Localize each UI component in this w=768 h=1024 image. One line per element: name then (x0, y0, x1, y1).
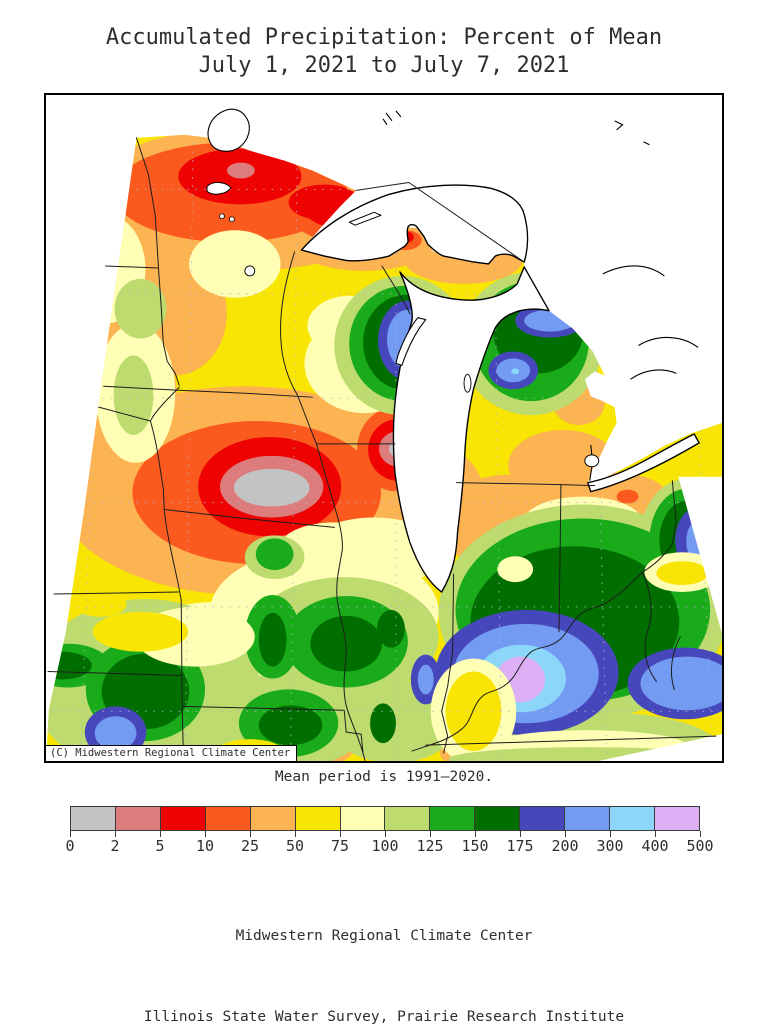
colorbar-tick-label: 2 (110, 837, 120, 855)
colorbar-tick (205, 831, 206, 837)
colorbar-segment-175-200 (520, 807, 566, 830)
colorbar-tick (295, 831, 296, 837)
colorbar-tick (70, 831, 71, 837)
colorbar-segment-0-2 (71, 807, 116, 830)
footer-line-1: Midwestern Regional Climate Center (235, 928, 533, 944)
colorbar-tick (340, 831, 341, 837)
colorbar-cells (70, 806, 700, 831)
colorbar-tick (115, 831, 116, 837)
colorbar-tick-label: 300 (596, 837, 624, 855)
title-line-2: July 1, 2021 to July 7, 2021 (198, 53, 570, 78)
mean-period-caption: Mean period is 1991–2020. (274, 769, 494, 785)
small-lake-2 (229, 216, 235, 223)
title-line-1: Accumulated Precipitation: Percent of Me… (105, 25, 663, 50)
attribution-footer: Midwestern Regional Climate Center Illin… (0, 869, 768, 1024)
colorbar-tick-label: 75 (330, 837, 350, 855)
colorbar-tick-label: 500 (686, 837, 714, 855)
colorbar-tick-label: 50 (285, 837, 305, 855)
colorbar-tick (475, 831, 476, 837)
colorbar-segment-125-150 (430, 807, 476, 830)
chart-title: Accumulated Precipitation: Percent of Me… (0, 24, 768, 80)
st-clair-channels (589, 444, 593, 481)
precip-map-frame: (C) Midwestern Regional Climate Center (44, 93, 724, 763)
colorbar-segment-150-175 (475, 807, 521, 830)
colorbar-tick-label: 400 (641, 837, 669, 855)
copyright-label: (C) Midwestern Regional Climate Center (46, 745, 298, 761)
lake-winnebago (463, 373, 472, 393)
colorbar-segment-400-500 (654, 807, 699, 830)
canada-islands (382, 110, 650, 146)
colorbar-tick-label: 25 (240, 837, 260, 855)
colorbar-segment-100-125 (385, 807, 431, 830)
state-boundaries (47, 137, 717, 761)
lake-st-clair (584, 454, 600, 468)
colorbar-segment-200-300 (565, 807, 611, 830)
colorbar-tick (520, 831, 521, 837)
mille-lacs-lake (244, 265, 256, 277)
canada-huron-mask (136, 95, 722, 483)
colorbar-tick (565, 831, 566, 837)
colorbar-tick-label: 175 (506, 837, 534, 855)
colorbar-segment-50-75 (295, 807, 341, 830)
colorbar-tick (430, 831, 431, 837)
colorbar-tick-label: 125 (416, 837, 444, 855)
colorbar-tick-label: 0 (65, 837, 75, 855)
colorbar-segment-5-10 (160, 807, 206, 830)
colorbar-tick (250, 831, 251, 837)
colorbar-tick-label: 10 (195, 837, 215, 855)
colorbar: 0 2 5 10 25 50 75 100 125 150 175 200 300 400 500 (65, 806, 714, 858)
footer-line-2: Illinois State Water Survey, Prairie Res… (143, 1009, 625, 1024)
red-lake (206, 181, 232, 195)
lake-of-the-woods (207, 108, 250, 152)
colorbar-tick (700, 831, 701, 837)
precip-contour-map (46, 95, 722, 761)
colorbar-tick (610, 831, 611, 837)
colorbar-tick-label: 200 (551, 837, 579, 855)
small-lake-1 (219, 213, 225, 220)
left-edge-mask (46, 95, 137, 709)
colorbar-tick (385, 831, 386, 837)
green-bay (395, 317, 427, 366)
isle-royale (348, 211, 382, 226)
lake-erie (587, 433, 700, 493)
colorbar-tick (160, 831, 161, 837)
georgian-bay-shorelines (602, 265, 699, 380)
colorbar-segment-2-5 (115, 807, 161, 830)
colorbar-segment-10-25 (205, 807, 251, 830)
lake-superior (300, 184, 529, 265)
colorbar-tick-label: 100 (371, 837, 399, 855)
colorbar-segment-75-100 (340, 807, 386, 830)
colorbar-tick-label: 5 (155, 837, 165, 855)
lake-michigan (392, 266, 550, 593)
us-canada-border (355, 181, 525, 263)
colorbar-tick-label: 150 (461, 837, 489, 855)
colorbar-tick (655, 831, 656, 837)
colorbar-segment-300-400 (610, 807, 655, 830)
colorbar-segment-25-50 (250, 807, 296, 830)
